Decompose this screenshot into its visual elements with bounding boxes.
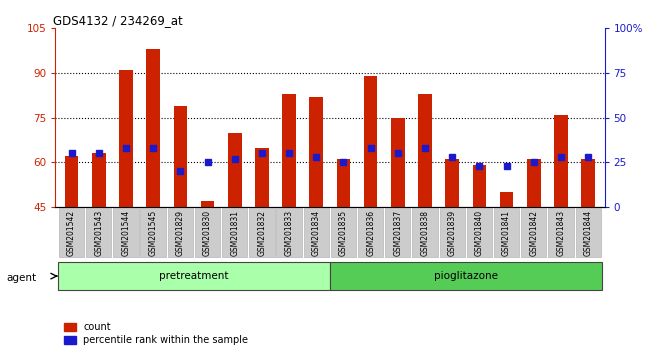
Bar (527, 159, 541, 207)
FancyBboxPatch shape (439, 208, 465, 257)
Bar (364, 76, 378, 207)
Bar (119, 70, 133, 207)
Text: GSM201838: GSM201838 (421, 210, 430, 256)
Text: GSM201844: GSM201844 (584, 210, 593, 256)
FancyBboxPatch shape (358, 208, 384, 257)
Text: pioglitazone: pioglitazone (434, 271, 498, 281)
FancyBboxPatch shape (385, 208, 411, 257)
Text: GSM201829: GSM201829 (176, 210, 185, 256)
Bar (391, 118, 405, 207)
Bar (500, 192, 514, 207)
Bar (174, 106, 187, 207)
Bar (255, 148, 268, 207)
FancyBboxPatch shape (222, 208, 248, 257)
FancyBboxPatch shape (195, 208, 220, 257)
Bar (473, 165, 486, 207)
Text: GSM201843: GSM201843 (556, 210, 566, 256)
FancyBboxPatch shape (467, 208, 492, 257)
FancyBboxPatch shape (86, 208, 111, 257)
FancyBboxPatch shape (304, 208, 329, 257)
Text: agent: agent (6, 273, 36, 283)
Text: GSM201837: GSM201837 (393, 210, 402, 256)
FancyBboxPatch shape (58, 262, 330, 290)
Text: GSM201830: GSM201830 (203, 210, 212, 256)
Bar (228, 133, 242, 207)
Text: GSM201833: GSM201833 (285, 210, 294, 256)
Text: GSM201841: GSM201841 (502, 210, 511, 256)
FancyBboxPatch shape (331, 208, 356, 257)
FancyBboxPatch shape (330, 262, 602, 290)
Text: GSM201831: GSM201831 (230, 210, 239, 256)
Bar (554, 115, 568, 207)
Bar (282, 94, 296, 207)
Text: GSM201839: GSM201839 (448, 210, 457, 256)
Text: GSM201842: GSM201842 (529, 210, 538, 256)
Bar (146, 49, 160, 207)
Text: GSM201544: GSM201544 (122, 210, 131, 256)
FancyBboxPatch shape (549, 208, 574, 257)
Bar (201, 201, 214, 207)
Text: GSM201834: GSM201834 (312, 210, 321, 256)
FancyBboxPatch shape (494, 208, 519, 257)
FancyBboxPatch shape (575, 208, 601, 257)
Bar (92, 154, 105, 207)
Bar (65, 156, 79, 207)
FancyBboxPatch shape (168, 208, 193, 257)
FancyBboxPatch shape (113, 208, 138, 257)
Text: GSM201545: GSM201545 (149, 210, 158, 256)
Bar (445, 159, 459, 207)
Text: GSM201836: GSM201836 (366, 210, 375, 256)
Text: pretreatment: pretreatment (159, 271, 229, 281)
Legend: count, percentile rank within the sample: count, percentile rank within the sample (60, 319, 252, 349)
FancyBboxPatch shape (521, 208, 547, 257)
Bar (581, 159, 595, 207)
FancyBboxPatch shape (140, 208, 166, 257)
Bar (309, 97, 323, 207)
Text: GSM201542: GSM201542 (67, 210, 76, 256)
FancyBboxPatch shape (249, 208, 274, 257)
Bar (337, 159, 350, 207)
FancyBboxPatch shape (59, 208, 84, 257)
FancyBboxPatch shape (276, 208, 302, 257)
Text: GSM201835: GSM201835 (339, 210, 348, 256)
FancyBboxPatch shape (412, 208, 437, 257)
Text: GSM201543: GSM201543 (94, 210, 103, 256)
Bar (418, 94, 432, 207)
Text: GDS4132 / 234269_at: GDS4132 / 234269_at (53, 14, 182, 27)
Text: GSM201832: GSM201832 (257, 210, 266, 256)
Text: GSM201840: GSM201840 (475, 210, 484, 256)
